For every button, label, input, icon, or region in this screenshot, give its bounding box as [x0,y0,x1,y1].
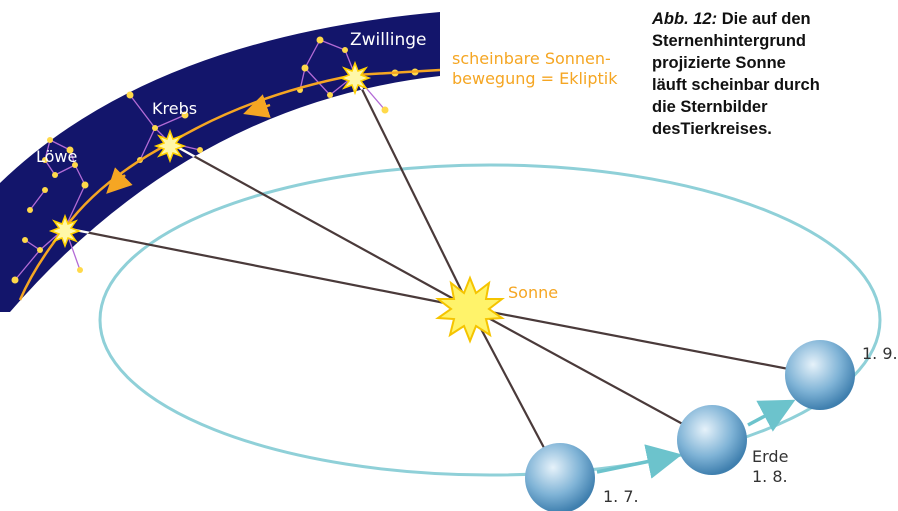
earth-label: Erde [752,447,788,466]
sight-lines [64,74,821,479]
earths [525,340,855,511]
constellation-label: Krebs [152,99,197,118]
date-label: 1. 9. [862,344,898,363]
caption-line: läuft scheinbar durch [652,76,820,94]
caption-line: Sternenhintergrund [652,32,806,50]
constellation-label: Zwillinge [350,30,426,50]
caption-text: Die auf den [722,10,811,28]
constellation-label: Löwe [36,147,77,166]
caption-lead: Abb. 12: [651,10,717,28]
caption-line: projizierte Sonne [652,54,786,72]
constellation-stars [11,36,419,284]
caption: Abb. 12: Die auf den Sternenhintergrund … [651,10,820,138]
ecliptic [18,68,441,301]
caption-line: Abb. 12: Die auf den [651,10,811,28]
caption-line: desTierkreises. [652,120,772,138]
ecliptic-arrow [106,167,133,194]
date-label: 1. 8. [752,467,788,486]
sun [435,275,505,344]
sun-label: Sonne [508,283,558,302]
ecliptic-label: scheinbare Sonnen- [452,49,611,68]
earth-arrows [596,399,796,479]
caption-line: die Sternbilder [652,98,768,116]
ecliptic-arrow [243,94,271,118]
orbit [98,163,882,477]
ecliptic-label: bewegung = Ekliptik [452,69,618,88]
sky-band [0,12,440,312]
date-label: 1. 7. [603,487,639,506]
projected-suns [48,60,372,249]
